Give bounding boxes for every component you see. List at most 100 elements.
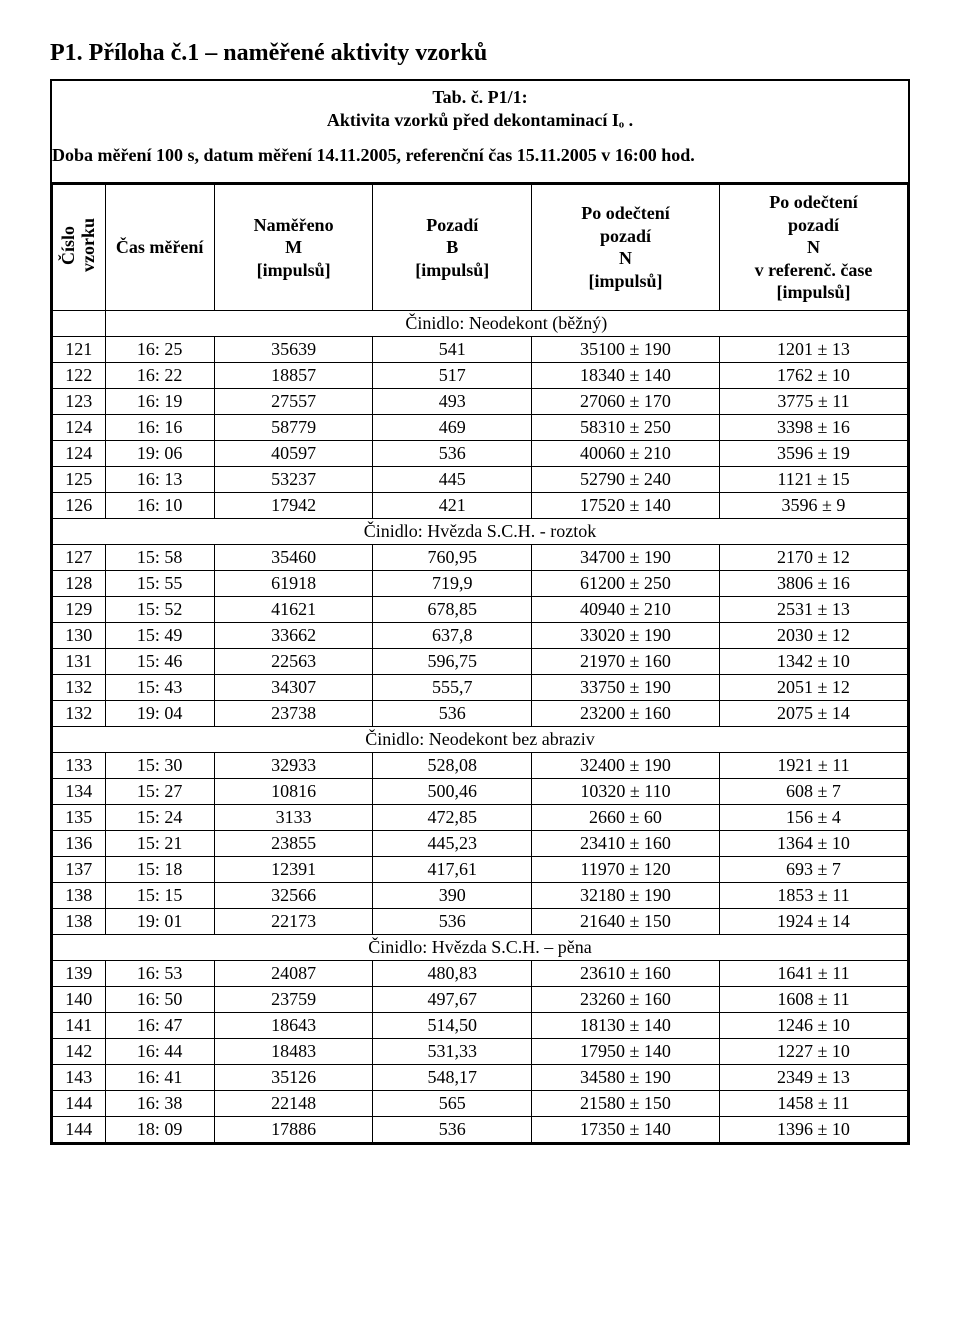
table-cell: 41621: [214, 596, 373, 622]
table-cell: 40060 ± 210: [532, 440, 720, 466]
table-cell: 18340 ± 140: [532, 362, 720, 388]
table-cell: 16: 10: [105, 492, 214, 518]
table-cell: 3133: [214, 804, 373, 830]
table-cell: 35460: [214, 544, 373, 570]
table-cell: 1641 ± 11: [719, 960, 907, 986]
table-cell: 1762 ± 10: [719, 362, 907, 388]
table-cell: 565: [373, 1090, 532, 1116]
table-cell: 22563: [214, 648, 373, 674]
table-cell: 3398 ± 16: [719, 414, 907, 440]
table-cell: 1608 ± 11: [719, 986, 907, 1012]
table-cell: 15: 46: [105, 648, 214, 674]
table-cell: 32933: [214, 752, 373, 778]
table-header-row: Číslovzorku Čas měření NaměřenoM[impulsů…: [53, 185, 908, 311]
table-row: 12419: 064059753640060 ± 2103596 ± 19: [53, 440, 908, 466]
table-cell: 134: [53, 778, 106, 804]
table-cell: 469: [373, 414, 532, 440]
table-cell: 135: [53, 804, 106, 830]
table-cell: 58310 ± 250: [532, 414, 720, 440]
table-cell: 138: [53, 908, 106, 934]
table-cell: 18857: [214, 362, 373, 388]
table-cell: 16: 19: [105, 388, 214, 414]
table-cell: 35639: [214, 336, 373, 362]
table-cell: 21970 ± 160: [532, 648, 720, 674]
table-subtitle: Aktivita vzorků před dekontaminací Iₒ .: [52, 110, 908, 131]
table-cell: 124: [53, 440, 106, 466]
table-cell: 53237: [214, 466, 373, 492]
section-header-row: Činidlo: Hvězda S.C.H. - roztok: [53, 518, 908, 544]
table-cell: 40597: [214, 440, 373, 466]
table-cell: 19: 04: [105, 700, 214, 726]
section-header-title: Činidlo: Hvězda S.C.H. – pěna: [53, 934, 908, 960]
table-cell: 1364 ± 10: [719, 830, 907, 856]
table-cell: 32566: [214, 882, 373, 908]
table-cell: 3596 ± 9: [719, 492, 907, 518]
table-row: 13215: 4334307555,733750 ± 1902051 ± 12: [53, 674, 908, 700]
table-cell: 719,9: [373, 570, 532, 596]
table-row: 12516: 135323744552790 ± 2401121 ± 15: [53, 466, 908, 492]
table-cell: 15: 24: [105, 804, 214, 830]
section-header-row: Činidlo: Hvězda S.C.H. – pěna: [53, 934, 908, 960]
table-cell: 23855: [214, 830, 373, 856]
table-cell: 16: 13: [105, 466, 214, 492]
table-cell: 541: [373, 336, 532, 362]
table-row: 14416: 382214856521580 ± 1501458 ± 11: [53, 1090, 908, 1116]
table-cell: 16: 22: [105, 362, 214, 388]
col-header-po-odecteni-ref: Po odečtenípozadíNv referenč. čase[impul…: [719, 185, 907, 311]
table-cell: 3596 ± 19: [719, 440, 907, 466]
table-cell: 21640 ± 150: [532, 908, 720, 934]
table-cell: 1227 ± 10: [719, 1038, 907, 1064]
col-header-cas-mereni: Čas měření: [105, 185, 214, 311]
table-cell: 17950 ± 140: [532, 1038, 720, 1064]
table-cell: 144: [53, 1090, 106, 1116]
table-cell: 555,7: [373, 674, 532, 700]
table-cell: 15: 15: [105, 882, 214, 908]
table-cell: 497,67: [373, 986, 532, 1012]
table-cell: 678,85: [373, 596, 532, 622]
table-cell: 493: [373, 388, 532, 414]
table-row: 14316: 4135126548,1734580 ± 1902349 ± 13: [53, 1064, 908, 1090]
table-cell: 139: [53, 960, 106, 986]
table-cell: 133: [53, 752, 106, 778]
section-header-row: Činidlo: Neodekont bez abraziv: [53, 726, 908, 752]
table-cell: 1342 ± 10: [719, 648, 907, 674]
table-cell: 34580 ± 190: [532, 1064, 720, 1090]
table-cell: 18130 ± 140: [532, 1012, 720, 1038]
table-cell: 517: [373, 362, 532, 388]
table-cell: 128: [53, 570, 106, 596]
table-cell: 122: [53, 362, 106, 388]
table-cell: 1246 ± 10: [719, 1012, 907, 1038]
table-cell: 536: [373, 700, 532, 726]
table-cell: 35126: [214, 1064, 373, 1090]
table-cell: 2075 ± 14: [719, 700, 907, 726]
table-cell: 693 ± 7: [719, 856, 907, 882]
col-header-cislo-vzorku-label: Číslovzorku: [59, 218, 99, 272]
table-cell: 3775 ± 11: [719, 388, 907, 414]
table-cell: 12391: [214, 856, 373, 882]
table-cell: 472,85: [373, 804, 532, 830]
table-cell: 141: [53, 1012, 106, 1038]
table-cell: 27557: [214, 388, 373, 414]
table-cell: 10320 ± 110: [532, 778, 720, 804]
table-row: 13219: 042373853623200 ± 1602075 ± 14: [53, 700, 908, 726]
table-cell: 40940 ± 210: [532, 596, 720, 622]
table-cell: 130: [53, 622, 106, 648]
table-row: 12815: 5561918719,961200 ± 2503806 ± 16: [53, 570, 908, 596]
table-cell: 52790 ± 240: [532, 466, 720, 492]
col-header-pozadi: PozadíB[impulsů]: [373, 185, 532, 311]
table-cell: 2531 ± 13: [719, 596, 907, 622]
table-row: 13515: 243133472,852660 ± 60156 ± 4: [53, 804, 908, 830]
table-cell: 16: 16: [105, 414, 214, 440]
table-cell: 16: 47: [105, 1012, 214, 1038]
table-cell: 536: [373, 440, 532, 466]
section-header-title: Činidlo: Neodekont (běžný): [105, 310, 907, 336]
table-cell: 132: [53, 700, 106, 726]
table-cell: 23260 ± 160: [532, 986, 720, 1012]
table-cell: 23610 ± 160: [532, 960, 720, 986]
table-cell: 19: 06: [105, 440, 214, 466]
section-header-title: Činidlo: Neodekont bez abraziv: [53, 726, 908, 752]
table-cell: 10816: [214, 778, 373, 804]
table-cell: 15: 27: [105, 778, 214, 804]
table-cell: 22173: [214, 908, 373, 934]
table-cell: 1396 ± 10: [719, 1116, 907, 1142]
